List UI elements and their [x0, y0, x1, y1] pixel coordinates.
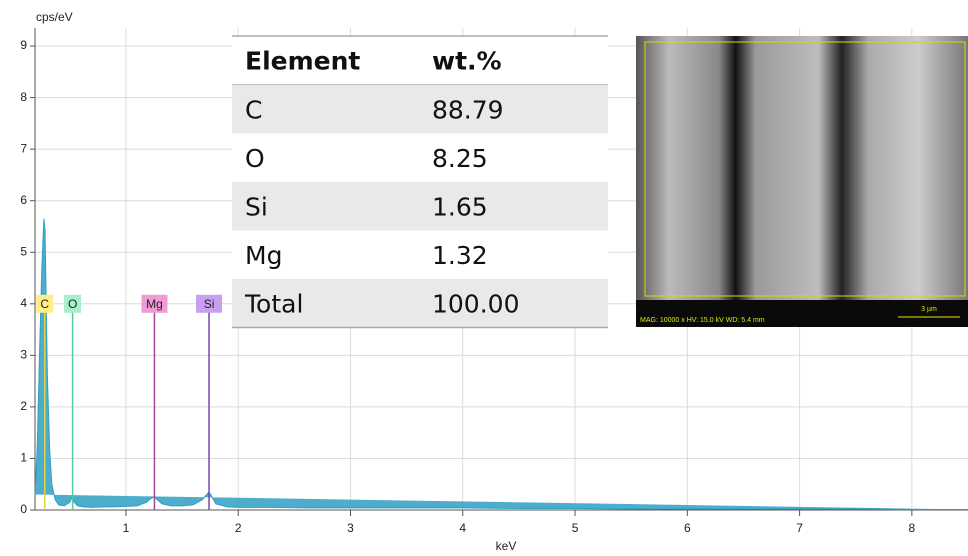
table-cell: 1.32 — [432, 241, 488, 270]
y-tick-label: 3 — [20, 348, 27, 362]
x-tick-label: 2 — [235, 521, 242, 535]
table-header: Element — [245, 47, 360, 76]
table-cell: C — [245, 95, 262, 124]
y-axis-label: cps/eV — [36, 10, 73, 24]
page: {"chart_data": {"type": "line", "y_label… — [0, 0, 968, 556]
x-tick-label: 5 — [572, 521, 579, 535]
x-tick-label: 4 — [459, 521, 466, 535]
table-cell: Si — [245, 192, 268, 221]
table: Element wt.% C 88.79 O 8.25 Si 1.65 Mg 1.32 Total 1… — [232, 36, 608, 328]
sem-scale-label: 3 µm — [921, 306, 937, 313]
table-row-shade — [232, 182, 608, 231]
y-tick-label: 9 — [20, 38, 27, 52]
y-tick-label: 7 — [20, 141, 27, 155]
y-tick-label: 0 — [20, 502, 27, 516]
table-row-shade — [232, 85, 608, 134]
table-cell: Mg — [245, 241, 282, 270]
table-cell: 8.25 — [432, 144, 488, 173]
y-tick-label: 2 — [20, 399, 27, 413]
x-tick-label: 7 — [796, 521, 803, 535]
y-tick-label: 1 — [20, 451, 27, 465]
x-tick-label: 3 — [347, 521, 354, 535]
table-cell: 100.00 — [432, 289, 519, 318]
y-tick-label: 6 — [20, 193, 27, 207]
sem-photo — [636, 36, 968, 327]
sem-info: MAG: 10000 x HV: 15.0 kV WD: 5.4 mm — [640, 317, 765, 324]
table-cell: O — [245, 144, 265, 173]
table-cell: 88.79 — [432, 95, 504, 124]
y-tick-label: 5 — [20, 244, 27, 258]
table-cell: 1.65 — [432, 192, 488, 221]
table-cell: Total — [244, 289, 303, 318]
sem-image: 3 µm MAG: 10000 x HV: 15.0 kV WD: 5.4 mm — [636, 36, 968, 327]
element-label: Si — [204, 297, 215, 311]
chart: 012345678912345678 COMgSi cps/eV keV Ele… — [0, 0, 968, 556]
element-label: O — [68, 297, 77, 311]
x-tick-label: 1 — [123, 521, 130, 535]
element-label: Mg — [146, 297, 163, 311]
element-label: C — [40, 297, 49, 311]
x-axis-label: keV — [496, 539, 517, 553]
table-header: wt.% — [432, 47, 502, 76]
x-tick-label: 8 — [909, 521, 916, 535]
y-tick-label: 4 — [20, 296, 27, 310]
y-tick-label: 8 — [20, 90, 27, 104]
x-tick-label: 6 — [684, 521, 691, 535]
